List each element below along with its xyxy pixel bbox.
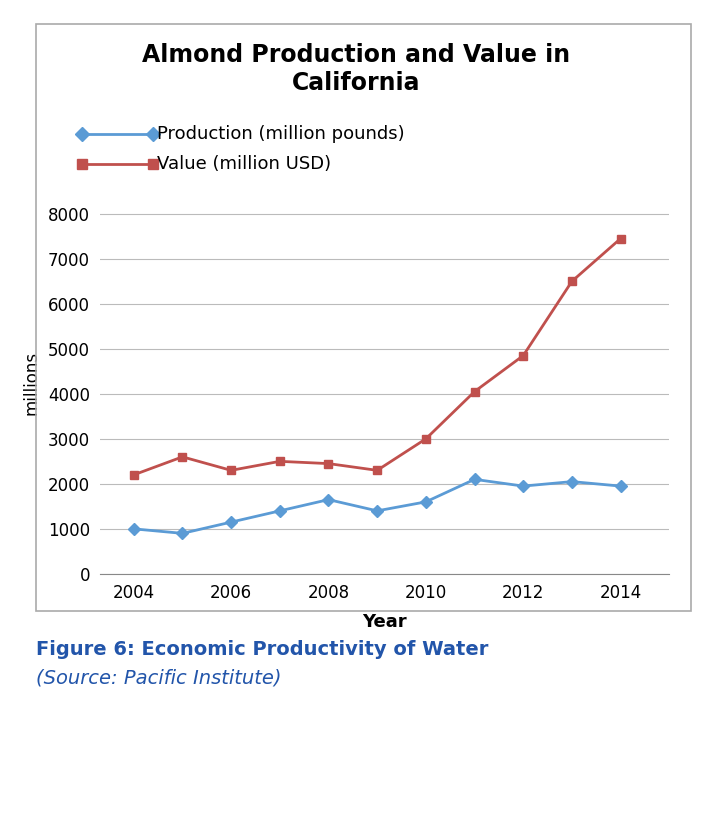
Text: Production (million pounds): Production (million pounds) (157, 125, 404, 143)
Text: (Source: Pacific Institute): (Source: Pacific Institute) (36, 669, 281, 688)
Y-axis label: millions: millions (23, 351, 41, 414)
Text: Almond Production and Value in
California: Almond Production and Value in Californi… (142, 43, 570, 95)
Text: Value (million USD): Value (million USD) (157, 155, 331, 173)
Text: Figure 6: Economic Productivity of Water: Figure 6: Economic Productivity of Water (36, 641, 488, 659)
X-axis label: Year: Year (362, 613, 407, 631)
